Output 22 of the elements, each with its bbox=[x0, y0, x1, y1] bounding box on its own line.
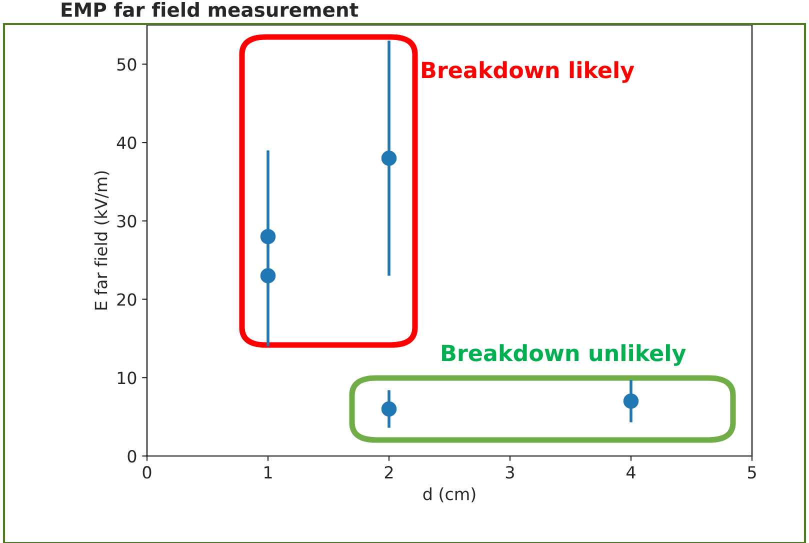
point bbox=[381, 401, 397, 417]
x-tick-label: 0 bbox=[142, 466, 152, 479]
point bbox=[260, 228, 276, 244]
annotation: Breakdown unlikely bbox=[442, 344, 686, 366]
y-tick-label: 30 bbox=[117, 214, 136, 228]
y-tick-label: 0 bbox=[128, 450, 136, 463]
x-tick-label: 2 bbox=[384, 466, 393, 478]
chart-title: EMP far field measurement bbox=[62, 2, 358, 18]
y-axis-title: E far field (kV/m) bbox=[94, 171, 110, 310]
x-tick-label: 4 bbox=[626, 466, 636, 478]
y-tick-label: 50 bbox=[117, 58, 136, 71]
x-tick-label: 3 bbox=[506, 466, 514, 479]
point bbox=[260, 268, 276, 284]
point bbox=[623, 394, 639, 409]
y-tick-label: 40 bbox=[116, 136, 136, 150]
y-tick-label: 10 bbox=[118, 372, 136, 384]
x-axis-title: d (cm) bbox=[423, 487, 476, 502]
annotation: Breakdown likely bbox=[422, 61, 634, 83]
y-tick-label: 20 bbox=[117, 293, 136, 306]
x-tick-label: 5 bbox=[748, 466, 756, 479]
point bbox=[381, 150, 397, 166]
x-tick-label: 1 bbox=[264, 466, 272, 478]
